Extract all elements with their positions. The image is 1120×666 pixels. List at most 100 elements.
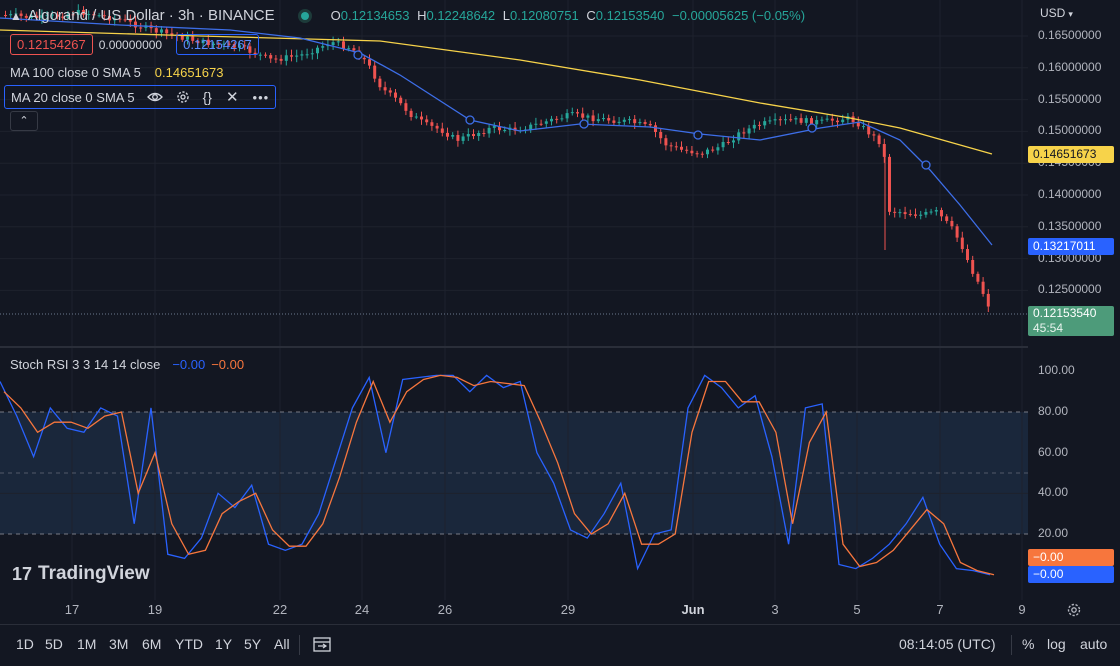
stoch-scale[interactable]: 100.00 80.00 60.00 40.00 20.00	[1028, 348, 1120, 600]
candle-body	[482, 132, 486, 134]
candle-body	[14, 13, 18, 15]
candle-body	[752, 124, 756, 129]
candle-body	[924, 212, 928, 215]
timeframe-button-5y[interactable]: 5Y	[244, 636, 262, 652]
percent-scale-toggle[interactable]: %	[1022, 636, 1035, 652]
candle-body	[544, 121, 548, 124]
candle-body	[648, 123, 652, 126]
candle-body	[763, 121, 767, 126]
eye-icon[interactable]	[146, 89, 163, 105]
currency-selector[interactable]: USD ▾	[1040, 6, 1073, 20]
timeframe-button-1m[interactable]: 1M	[77, 636, 97, 652]
chevron-down-icon: ▾	[1068, 9, 1073, 19]
chart-settings-gear-icon[interactable]	[1066, 602, 1082, 623]
candle-body	[664, 138, 668, 146]
log-scale-toggle[interactable]: log	[1047, 636, 1066, 652]
candle-body	[929, 211, 933, 213]
candle-body	[409, 110, 413, 118]
time-tick-label: 9	[1018, 602, 1026, 617]
candle-body	[24, 15, 28, 18]
stoch-tick-label: 100.00	[1038, 363, 1075, 378]
candle-body	[102, 15, 106, 17]
collapse-legend-button[interactable]: ⌃	[10, 111, 38, 131]
candle-body	[721, 141, 725, 148]
bid-ask-row: 0.12154267 0.00000000 0.12154267	[10, 34, 259, 55]
stoch-rsi-chart[interactable]	[0, 348, 1028, 600]
candle-body	[742, 132, 746, 134]
stoch-k-badge: −0.00	[1028, 566, 1114, 583]
candle-body	[856, 122, 860, 127]
candle-body	[435, 125, 439, 129]
ask-price[interactable]: 0.12154267	[176, 34, 259, 55]
candle-body	[170, 33, 174, 35]
source-code-icon[interactable]: {}	[202, 89, 212, 105]
candle-body	[680, 146, 683, 150]
pane-separator[interactable]	[0, 346, 1028, 348]
ma20-legend[interactable]: MA 20 close 0 SMA 5 {} ✕ •••	[4, 85, 277, 109]
timeframe-button-3m[interactable]: 3M	[109, 636, 129, 652]
candle-body	[66, 14, 70, 18]
timeframe-button-all[interactable]: All	[274, 636, 290, 652]
candle-body	[971, 260, 975, 274]
candle-body	[336, 41, 340, 43]
candle-body	[451, 134, 455, 137]
candle-body	[477, 132, 481, 137]
candle-body	[123, 19, 127, 21]
candle-body	[498, 126, 501, 131]
candle-body	[227, 43, 231, 45]
candle-body	[950, 220, 954, 227]
price-grid	[0, 0, 1028, 346]
candle-body	[810, 118, 813, 125]
candle-body	[945, 216, 949, 221]
time-tick-label: 5	[853, 602, 861, 617]
candle-body	[347, 48, 351, 50]
ma100-legend[interactable]: MA 100 close 0 SMA 5 0.14651673	[10, 65, 223, 80]
price-tick-label: 0.12500000	[1038, 282, 1102, 297]
date-range-icon[interactable]	[312, 634, 332, 659]
stoch-legend[interactable]: Stoch RSI 3 3 14 14 close −0.00 −0.00	[10, 357, 244, 372]
candle-body	[82, 9, 85, 15]
candle-body	[446, 132, 449, 137]
timeframe-button-1y[interactable]: 1Y	[215, 636, 233, 652]
candle-body	[716, 147, 720, 151]
candle-body	[264, 54, 267, 56]
candle-body	[617, 121, 621, 123]
candle-body	[186, 36, 189, 40]
candle-body	[76, 9, 80, 15]
price-scale[interactable]: USD ▾ 0.16500000 0.16000000 0.15500000 0.150…	[1028, 0, 1120, 600]
candle-body	[674, 146, 678, 148]
more-options-icon[interactable]: •••	[252, 89, 270, 105]
time-tick-label: 29	[560, 602, 576, 617]
bid-price[interactable]: 0.12154267	[10, 34, 93, 55]
candle-body	[40, 15, 44, 19]
timeframe-button-6m[interactable]: 6M	[142, 636, 162, 652]
ma20-price-badge: 0.13217011	[1028, 238, 1114, 255]
ma20-line	[0, 17, 993, 246]
candle-body	[596, 119, 600, 122]
candle-body	[61, 16, 65, 18]
settings-gear-icon[interactable]	[175, 89, 191, 105]
candle-body	[893, 211, 897, 213]
candle-body	[258, 54, 262, 56]
symbol-title: Algorand / US Dollar · 3h · BINANCE	[27, 7, 275, 24]
remove-close-icon[interactable]: ✕	[225, 89, 239, 106]
candle-body	[440, 128, 444, 133]
price-chart[interactable]	[0, 0, 1028, 346]
ma20-cross-marker	[921, 160, 931, 170]
candle-body	[388, 90, 392, 93]
timeframe-button-1d[interactable]: 1D	[16, 636, 34, 652]
candle-body	[903, 212, 907, 215]
utc-clock[interactable]: 08:14:05 (UTC)	[899, 636, 996, 652]
auto-scale-toggle[interactable]: auto	[1080, 636, 1108, 652]
candle-body	[139, 27, 143, 29]
time-axis[interactable]: 17 19 22 24 26 29 Jun 3 5 7 9	[0, 600, 1028, 624]
candle-body	[290, 55, 293, 57]
symbol-header[interactable]: ▲ Algorand / US Dollar · 3h · BINANCE O0…	[10, 7, 805, 24]
candle-body	[154, 28, 158, 33]
bottom-toolbar: 08:14:05 (UTC) % log auto 1D 5D 1M 3M 6M YTD 1…	[0, 624, 1120, 666]
timeframe-button-ytd[interactable]: YTD	[175, 636, 203, 652]
stoch-k-value: −0.00	[172, 357, 206, 372]
timeframe-button-5d[interactable]: 5D	[45, 636, 63, 652]
candle-body	[789, 119, 793, 121]
price-tick-label: 0.16500000	[1038, 28, 1102, 42]
